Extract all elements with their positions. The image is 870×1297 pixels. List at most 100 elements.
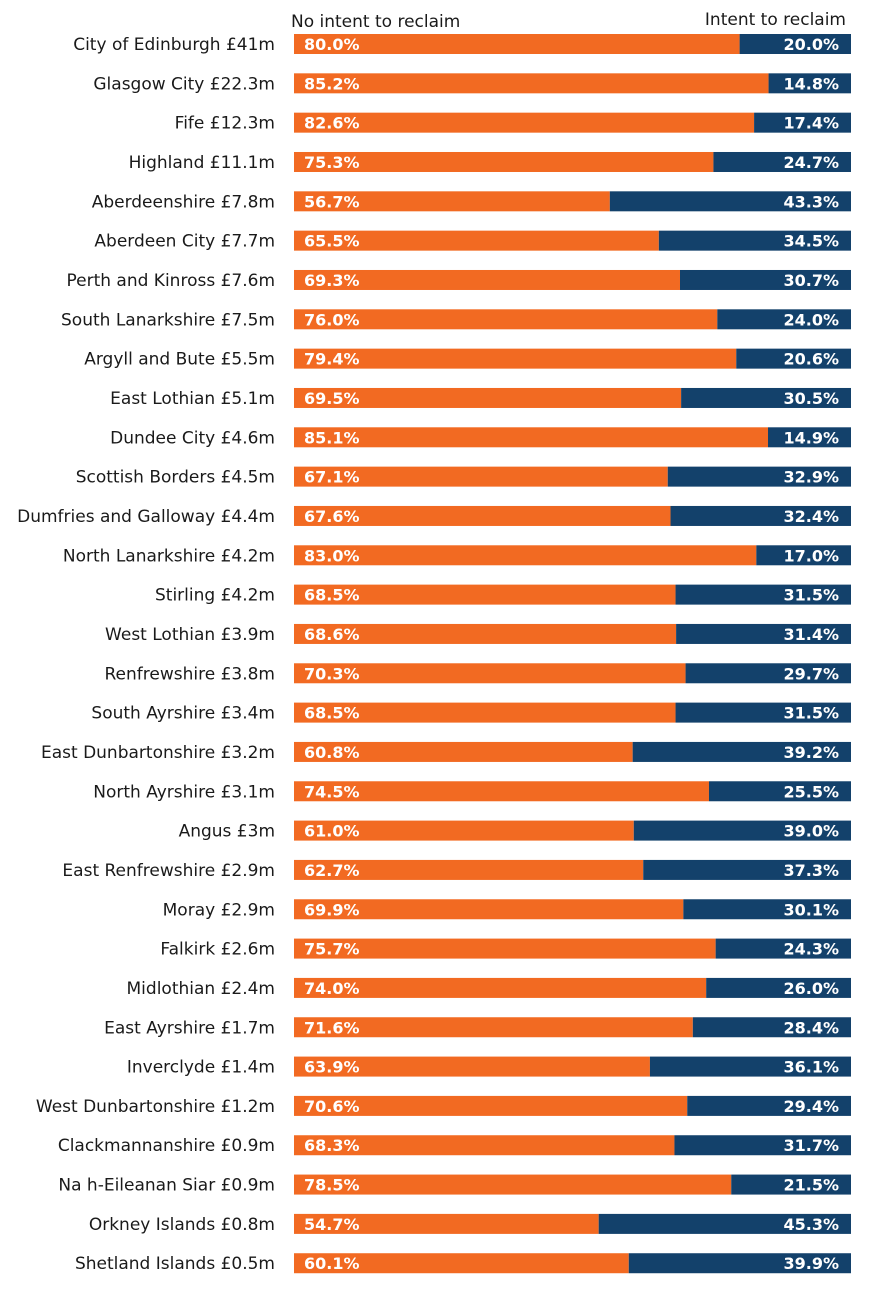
bar-segment-intent (683, 899, 851, 920)
bar-segment-no-intent (294, 73, 769, 94)
value-label-intent: 28.4% (783, 1018, 839, 1037)
bar-row-dundee-city: Dundee City £4.6m 85.1% 14.9% (110, 427, 851, 448)
category-label: Orkney Islands £0.8m (89, 1215, 275, 1235)
bar-row-glasgow-city: Glasgow City £22.3m 85.2% 14.8% (93, 73, 851, 94)
value-label-no-intent: 85.1% (304, 428, 360, 447)
bar-row-shetland-islands: Shetland Islands £0.5m 60.1% 39.9% (75, 1253, 851, 1274)
value-label-no-intent: 56.7% (304, 192, 360, 211)
bar-row-aberdeen-city: Aberdeen City £7.7m 65.5% 34.5% (94, 230, 851, 252)
bar-segment-no-intent (294, 269, 681, 290)
bar-segment-intent (675, 702, 851, 723)
bar-segment-intent (674, 1135, 851, 1156)
value-label-no-intent: 80.0% (304, 35, 360, 54)
category-label: North Ayrshire £3.1m (93, 782, 275, 802)
bar-segment-intent (676, 623, 851, 644)
category-label: Clackmannanshire £0.9m (58, 1136, 275, 1156)
category-label: North Lanarkshire £4.2m (63, 546, 275, 566)
bar-row-east-ayrshire: East Ayrshire £1.7m 71.6% 28.4% (104, 1017, 851, 1038)
category-label: Aberdeenshire £7.8m (92, 192, 275, 212)
category-label: Highland £11.1m (129, 153, 275, 173)
bar-segment-intent (649, 1056, 851, 1077)
bar-segment-no-intent (294, 387, 682, 408)
bar-segment-intent (708, 781, 851, 802)
bar-segment-intent (685, 663, 851, 684)
value-label-intent: 14.8% (783, 74, 839, 93)
value-label-no-intent: 85.2% (304, 74, 360, 93)
value-label-no-intent: 69.9% (304, 900, 360, 919)
value-label-no-intent: 69.3% (304, 271, 360, 290)
value-label-no-intent: 54.7% (304, 1215, 360, 1234)
category-label: East Ayrshire £1.7m (104, 1018, 275, 1038)
value-label-intent: 43.3% (783, 192, 839, 211)
value-label-intent: 45.3% (783, 1215, 839, 1234)
value-label-intent: 24.7% (783, 153, 839, 172)
value-label-no-intent: 78.5% (304, 1176, 360, 1195)
value-label-no-intent: 68.6% (304, 625, 360, 644)
bar-segment-intent (675, 584, 851, 605)
bar-row-aberdeenshire: Aberdeenshire £7.8m 56.7% 43.3% (92, 191, 851, 212)
bar-segment-intent (692, 1017, 851, 1038)
bar-row-south-ayrshire: South Ayrshire £3.4m 68.5% 31.5% (91, 702, 851, 724)
legend-no-intent-to-reclaim: No intent to reclaim (291, 12, 460, 32)
value-label-intent: 14.9% (783, 428, 839, 447)
category-label: Perth and Kinross £7.6m (66, 271, 275, 291)
value-label-intent: 29.7% (783, 664, 839, 683)
value-label-no-intent: 76.0% (304, 310, 360, 329)
value-label-no-intent: 70.3% (304, 664, 360, 683)
bar-row-argyll-and-bute: Argyll and Bute £5.5m 79.4% 20.6% (84, 348, 851, 370)
bar-segment-intent (768, 427, 851, 448)
bar-segment-no-intent (294, 427, 769, 448)
value-label-intent: 30.5% (783, 389, 839, 408)
bar-segment-no-intent (294, 1056, 650, 1077)
value-label-intent: 32.9% (783, 468, 839, 487)
category-label: Dundee City £4.6m (110, 428, 275, 448)
bar-segment-no-intent (294, 1253, 629, 1274)
bar-segment-no-intent (294, 466, 668, 487)
bar-row-south-lanarkshire: South Lanarkshire £7.5m 76.0% 24.0% (61, 309, 851, 330)
bar-segment-intent (717, 309, 851, 330)
bar-segment-intent (628, 1253, 851, 1274)
value-label-intent: 29.4% (783, 1097, 839, 1116)
value-label-intent: 39.9% (783, 1254, 839, 1273)
bar-segment-intent (681, 387, 851, 408)
bar-row-midlothian: Midlothian £2.4m 74.0% 26.0% (127, 977, 851, 999)
bar-segment-no-intent (294, 584, 676, 605)
bar-row-north-lanarkshire: North Lanarkshire £4.2m 83.0% 17.0% (63, 545, 851, 566)
value-label-intent: 34.5% (783, 232, 839, 251)
bar-segment-no-intent (294, 34, 740, 54)
category-label: Aberdeen City £7.7m (94, 232, 275, 252)
category-label: Dumfries and Galloway £4.4m (17, 507, 275, 527)
bar-rows: City of Edinburgh £41m 80.0% 20.0% Glasgow … (17, 34, 851, 1274)
category-label: South Ayrshire £3.4m (91, 704, 275, 724)
bar-segment-no-intent (294, 977, 707, 998)
category-label: East Renfrewshire £2.9m (62, 861, 275, 881)
value-label-no-intent: 83.0% (304, 546, 360, 565)
bar-segment-intent (706, 977, 851, 998)
value-label-intent: 31.7% (783, 1136, 839, 1155)
bar-segment-no-intent (294, 938, 716, 959)
bar-row-west-dunbartonshire: West Dunbartonshire £1.2m 70.6% 29.4% (36, 1095, 851, 1117)
category-label: Stirling £4.2m (155, 586, 275, 606)
bar-row-north-ayrshire: North Ayrshire £3.1m 74.5% 25.5% (93, 781, 851, 802)
bar-segment-no-intent (294, 309, 718, 330)
category-label: Inverclyde £1.4m (127, 1058, 275, 1078)
value-label-intent: 30.1% (783, 900, 839, 919)
value-label-no-intent: 71.6% (304, 1018, 360, 1037)
value-label-no-intent: 60.1% (304, 1254, 360, 1273)
bar-segment-no-intent (294, 545, 757, 566)
bar-row-east-dunbartonshire: East Dunbartonshire £3.2m 60.8% 39.2% (41, 741, 851, 763)
bar-segment-intent (756, 545, 851, 566)
value-label-no-intent: 75.3% (304, 153, 360, 172)
value-label-no-intent: 68.5% (304, 704, 360, 723)
bar-row-scottish-borders: Scottish Borders £4.5m 67.1% 32.9% (76, 466, 851, 488)
category-label: Falkirk £2.6m (160, 940, 275, 960)
bar-row-clackmannanshire: Clackmannanshire £0.9m 68.3% 31.7% (58, 1135, 851, 1156)
value-label-intent: 36.1% (783, 1058, 839, 1077)
category-label: Moray £2.9m (163, 900, 275, 920)
bar-segment-no-intent (294, 781, 709, 802)
bar-row-highland: Highland £11.1m 75.3% 24.7% (129, 151, 851, 173)
category-label: Fife £12.3m (175, 114, 275, 134)
value-label-no-intent: 68.5% (304, 586, 360, 605)
category-label: Angus £3m (179, 822, 275, 842)
bar-segment-intent (658, 230, 851, 251)
